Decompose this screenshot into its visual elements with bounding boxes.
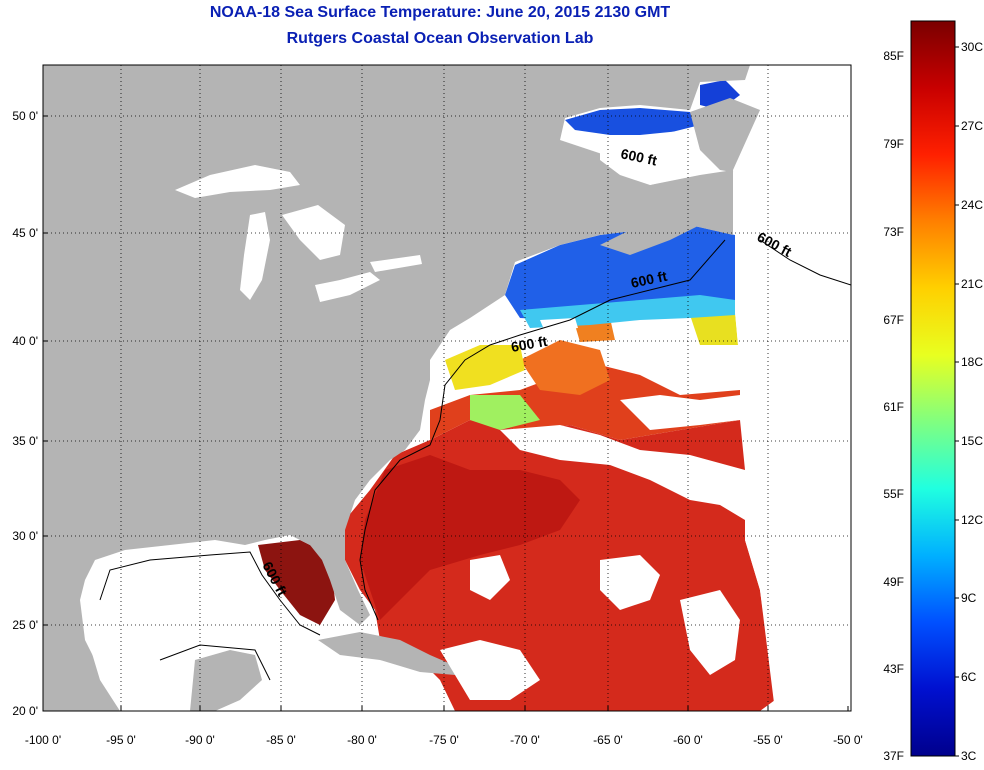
lake-superior (175, 165, 300, 198)
colorbar-celsius-labels: 30C 27C 24C 21C 18C 15C 12C 9C 6C 3C (955, 40, 983, 763)
map-title: NOAA-18 Sea Surface Temperature: June 20… (209, 4, 671, 21)
colorbar-c-label: 9C (961, 591, 977, 605)
isobath-600ft-gulf-south (159, 644, 271, 681)
isobath-600ft-gulf (99, 551, 321, 636)
cloud-patch-5 (680, 590, 740, 675)
longitude-ticks: -100 0' -95 0' -90 0' -85 0' -80 0' -75 0' -70… (25, 733, 863, 747)
lon-tick-label: -75 0' (429, 733, 459, 747)
cloud-patch-4 (600, 555, 660, 610)
lon-tick-label: -55 0' (753, 733, 783, 747)
colorbar-f-label: 43F (883, 662, 904, 676)
cloud-patch-2 (620, 395, 740, 430)
cloud-patch-9 (733, 65, 851, 230)
sst-warm-core (360, 455, 580, 620)
lat-tick-label: 45 0' (12, 226, 38, 240)
lake-huron (282, 205, 345, 260)
sst-cold-st-lawrence (565, 108, 700, 135)
colorbar-c-label: 3C (961, 749, 977, 763)
cloud-patch-1 (600, 130, 700, 185)
colorbar-f-label: 55F (883, 487, 904, 501)
lake-ontario (370, 255, 422, 272)
north-america-land (43, 65, 750, 711)
nova-scotia-land (600, 215, 700, 255)
latitude-ticks: 50 0' 45 0' 40 0' 35 0' 30 0' 25 0' 20 0' (12, 109, 38, 718)
lat-tick-label: 20 0' (12, 704, 38, 718)
lat-tick-label: 30 0' (12, 529, 38, 543)
isobath-600ft-labrador (759, 239, 851, 286)
colorbar-c-label: 21C (961, 277, 983, 291)
lat-tick-label: 25 0' (12, 618, 38, 632)
lon-tick-label: -100 0' (25, 733, 61, 747)
lat-tick-label: 40 0' (12, 334, 38, 348)
colorbar-fahrenheit-labels: 85F 79F 73F 67F 61F 55F 49F 43F 37F (883, 49, 904, 763)
cloud-patch-7 (470, 555, 510, 600)
contour-label-4: 600 ft (510, 333, 549, 355)
colorbar-c-label: 15C (961, 434, 983, 448)
sst-yellow-east (690, 312, 738, 345)
sst-cold-gulf-of-maine (505, 225, 735, 320)
gulf-of-mexico (84, 545, 340, 711)
cloud-patch-3 (500, 425, 745, 520)
cloud-patch-8 (735, 230, 851, 711)
colorbar (910, 20, 956, 757)
lon-tick-label: -70 0' (510, 733, 540, 747)
lon-tick-label: -95 0' (106, 733, 136, 747)
colorbar-c-label: 24C (961, 198, 983, 212)
colorbar-c-label: 6C (961, 670, 977, 684)
graticule (42, 65, 851, 712)
lake-erie (315, 272, 380, 302)
colorbar-f-label: 85F (883, 49, 904, 63)
colorbar-f-label: 67F (883, 313, 904, 327)
colorbar-f-label: 49F (883, 575, 904, 589)
lon-tick-label: -65 0' (593, 733, 623, 747)
sst-shelf-water (445, 345, 525, 390)
lon-tick-label: -60 0' (673, 733, 703, 747)
sst-slope-water (470, 395, 540, 430)
lake-michigan (240, 212, 270, 300)
map-frame (42, 64, 852, 712)
lat-tick-label: 35 0' (12, 434, 38, 448)
colorbar-c-label: 12C (961, 513, 983, 527)
cloud-patch-6 (440, 640, 540, 700)
colorbar-c-label: 27C (961, 119, 983, 133)
colorbar-f-label: 61F (883, 400, 904, 414)
contour-label-1: 600 ft (619, 145, 658, 168)
colorbar-c-label: 30C (961, 40, 983, 54)
lon-tick-label: -50 0' (833, 733, 863, 747)
yucatan-land (190, 650, 262, 711)
lon-tick-label: -80 0' (347, 733, 377, 747)
colorbar-f-label: 79F (883, 137, 904, 151)
isobath-600ft-atlantic (359, 239, 726, 621)
lat-tick-label: 50 0' (12, 109, 38, 123)
sst-orange-patch (520, 340, 610, 395)
lon-tick-label: -90 0' (185, 733, 215, 747)
map-subtitle: Rutgers Coastal Ocean Observation Lab (286, 30, 594, 47)
cuba-land (318, 632, 460, 675)
colorbar-c-label: 18C (961, 355, 983, 369)
cloud-patch-10 (540, 318, 578, 332)
sst-gulf-west-florida (258, 540, 335, 625)
lon-tick-label: -85 0' (266, 733, 296, 747)
colorbar-f-label: 73F (883, 225, 904, 239)
colorbar-f-label: 37F (883, 749, 904, 763)
contour-label-3: 600 ft (629, 268, 668, 291)
